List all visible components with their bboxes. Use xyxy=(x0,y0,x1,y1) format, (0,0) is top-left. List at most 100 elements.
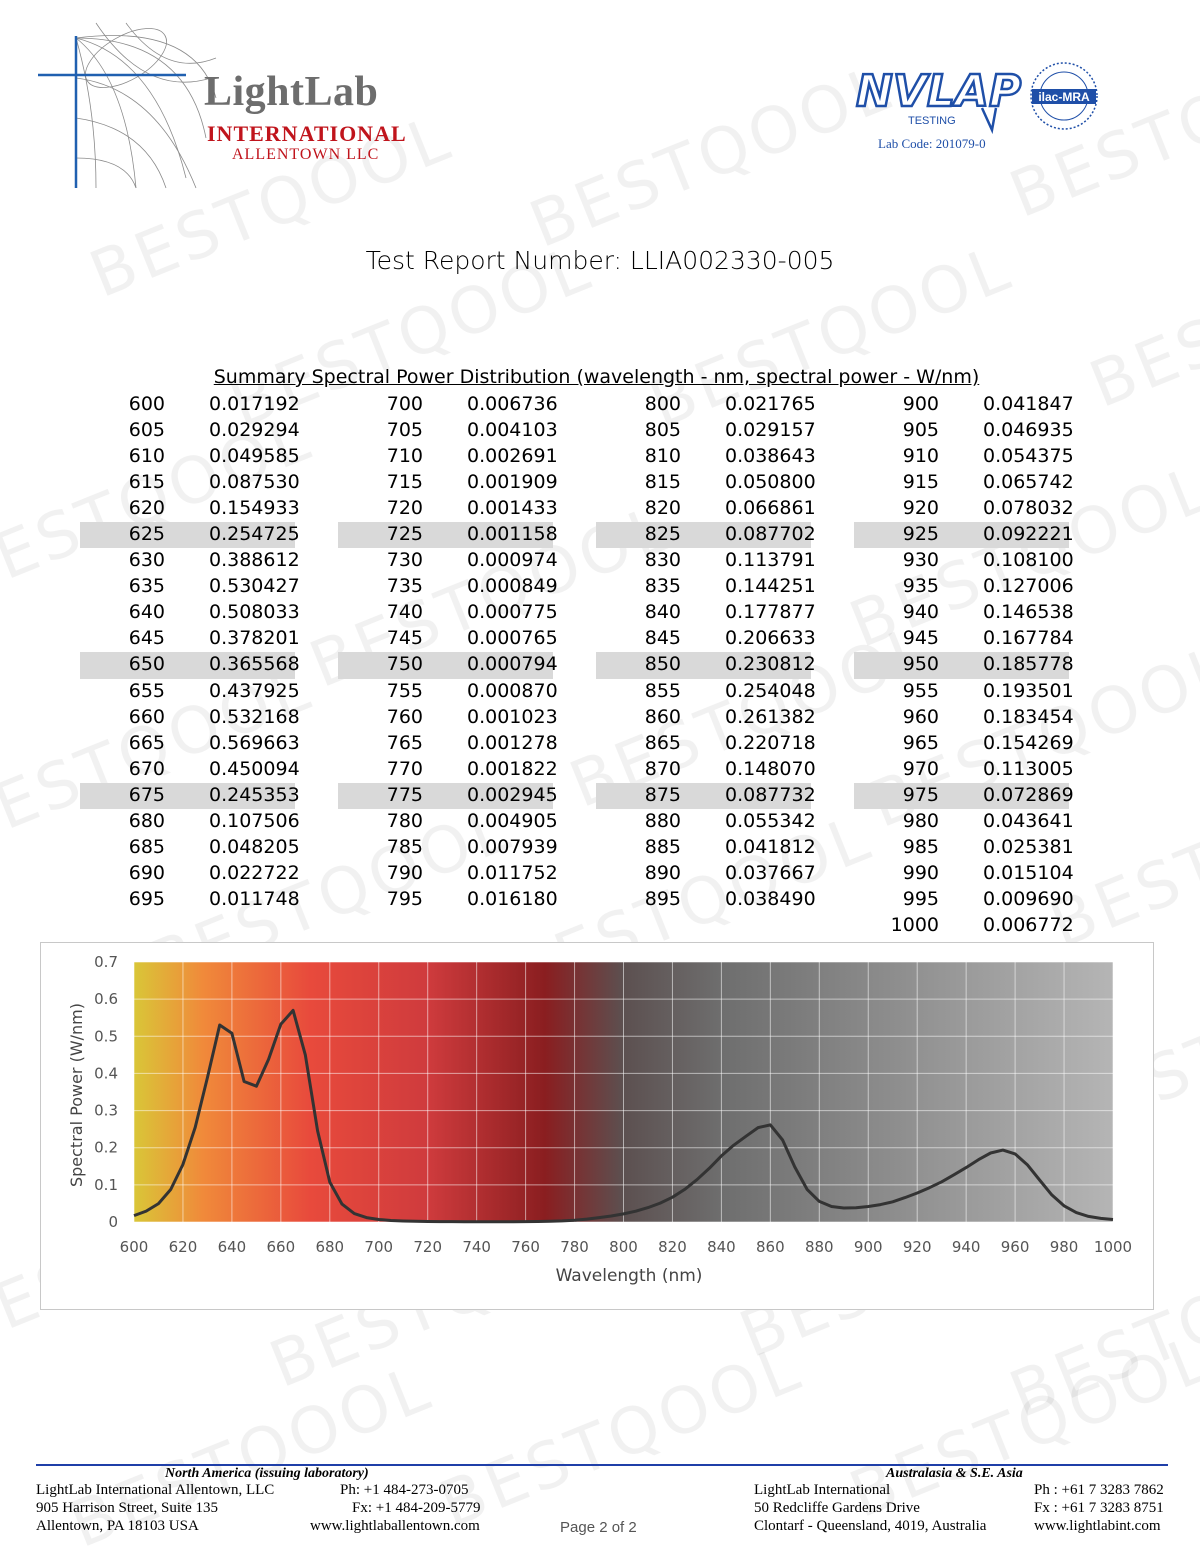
wavelength-cell: 845 xyxy=(644,627,681,650)
x-tick-label: 840 xyxy=(707,1238,736,1256)
spectral-power-cell: 0.000870 xyxy=(467,679,558,702)
table-row: 760 0.001023 xyxy=(338,705,558,731)
table-row: 960 0.183454 xyxy=(854,705,1074,731)
spd-table-column: 600 0.017192 605 0.029294 610 0.049585 615 0.08… xyxy=(80,392,300,913)
wavelength-cell: 915 xyxy=(902,471,939,494)
table-row: 755 0.000870 xyxy=(338,679,558,705)
spectral-power-cell: 0.038490 xyxy=(725,887,816,910)
spectral-power-cell: 0.177877 xyxy=(725,601,816,624)
spectral-power-cell: 0.127006 xyxy=(983,575,1074,598)
spectral-power-cell: 0.508033 xyxy=(209,601,300,624)
table-row: 680 0.107506 xyxy=(80,809,300,835)
table-row: 955 0.193501 xyxy=(854,679,1074,705)
x-axis-label: Wavelength (nm) xyxy=(556,1266,703,1286)
wavelength-cell: 635 xyxy=(128,575,165,598)
wavelength-cell: 975 xyxy=(902,783,939,806)
table-row: 735 0.000849 xyxy=(338,574,558,600)
x-tick-label: 860 xyxy=(756,1238,785,1256)
table-row: 610 0.049585 xyxy=(80,444,300,470)
spectral-power-cell: 0.185778 xyxy=(983,653,1074,676)
footer-au-phone: Ph : +61 7 3283 7862 xyxy=(1034,1482,1164,1498)
x-tick-label: 900 xyxy=(854,1238,883,1256)
spectral-power-series-line xyxy=(133,1008,1114,1224)
x-tick-label: 600 xyxy=(120,1238,149,1256)
table-row: 770 0.001822 xyxy=(338,757,558,783)
wavelength-cell: 795 xyxy=(386,887,423,910)
spectral-power-cell: 0.004905 xyxy=(467,809,558,832)
wavelength-cell: 690 xyxy=(128,861,165,884)
spd-table-column: 800 0.021765 805 0.029157 810 0.038643 815 0.05… xyxy=(596,392,816,913)
x-tick-label: 640 xyxy=(218,1238,247,1256)
wavelength-cell: 755 xyxy=(386,679,423,702)
lightlab-logo-icon xyxy=(38,22,217,189)
footer-na-fax: Fx: +1 484-209-5779 xyxy=(352,1500,481,1516)
table-row: 975 0.072869 xyxy=(854,782,1074,809)
wavelength-cell: 630 xyxy=(128,549,165,572)
y-tick-label: 0.6 xyxy=(94,990,118,1008)
wavelength-cell: 1000 xyxy=(890,913,939,936)
table-row: 740 0.000775 xyxy=(338,600,558,626)
table-row: 965 0.154269 xyxy=(854,731,1074,757)
wavelength-cell: 955 xyxy=(902,679,939,702)
x-tick-label: 740 xyxy=(462,1238,491,1256)
table-row: 970 0.113005 xyxy=(854,757,1074,783)
footer-na-website[interactable]: www.lightlaballentown.com xyxy=(310,1518,480,1534)
spectral-power-cell: 0.006772 xyxy=(983,913,1074,936)
spectral-power-cell: 0.009690 xyxy=(983,887,1074,910)
wavelength-cell: 940 xyxy=(902,601,939,624)
spectral-power-cell: 0.004103 xyxy=(467,419,558,442)
spectral-power-cell: 0.011752 xyxy=(467,861,558,884)
table-row: 640 0.508033 xyxy=(80,600,300,626)
wavelength-cell: 775 xyxy=(386,783,423,806)
wavelength-cell: 950 xyxy=(902,653,939,676)
y-tick-label: 0.5 xyxy=(94,1027,118,1045)
table-row: 645 0.378201 xyxy=(80,626,300,652)
table-row: 820 0.066861 xyxy=(596,496,816,522)
wavelength-cell: 715 xyxy=(386,471,423,494)
spectral-power-cell: 0.000765 xyxy=(467,627,558,650)
table-row: 600 0.017192 xyxy=(80,392,300,418)
spectral-power-cell: 0.220718 xyxy=(725,731,816,754)
spectral-power-cell: 0.029157 xyxy=(725,419,816,442)
table-row: 890 0.037667 xyxy=(596,861,816,887)
wavelength-cell: 610 xyxy=(128,445,165,468)
x-tick-label: 660 xyxy=(267,1238,296,1256)
spectral-power-cell: 0.193501 xyxy=(983,679,1074,702)
footer-rule xyxy=(36,1464,1168,1466)
table-row: 815 0.050800 xyxy=(596,470,816,496)
nvlap-ilac-logo-icon: NVLAP TESTING ilac-MRA xyxy=(855,62,1098,135)
table-row: 665 0.569663 xyxy=(80,731,300,757)
table-row: 690 0.022722 xyxy=(80,861,300,887)
wavelength-cell: 935 xyxy=(902,575,939,598)
wavelength-cell: 960 xyxy=(902,705,939,728)
spectral-power-cell: 0.002691 xyxy=(467,445,558,468)
footer-au-website[interactable]: www.lightlabint.com xyxy=(1034,1518,1161,1534)
wavelength-cell: 650 xyxy=(128,653,165,676)
footer-au-heading: Australasia & S.E. Asia xyxy=(886,1466,1023,1481)
wavelength-cell: 760 xyxy=(386,705,423,728)
wavelength-cell: 900 xyxy=(902,393,939,415)
spectral-power-cell: 0.000775 xyxy=(467,601,558,624)
spectral-power-cell: 0.017192 xyxy=(209,393,300,415)
wavelength-cell: 685 xyxy=(128,835,165,858)
wavelength-cell: 825 xyxy=(644,523,681,546)
table-row: 605 0.029294 xyxy=(80,418,300,444)
table-row: 670 0.450094 xyxy=(80,757,300,783)
table-row: 885 0.041812 xyxy=(596,835,816,861)
wavelength-cell: 745 xyxy=(386,627,423,650)
table-row: 790 0.011752 xyxy=(338,861,558,887)
spectral-power-cell: 0.230812 xyxy=(725,653,816,676)
wavelength-cell: 620 xyxy=(128,497,165,520)
y-tick-label: 0.3 xyxy=(94,1102,118,1120)
wavelength-cell: 815 xyxy=(644,471,681,494)
x-tick-label: 760 xyxy=(511,1238,540,1256)
spectral-power-cell: 0.050800 xyxy=(725,471,816,494)
x-tick-label: 1000 xyxy=(1094,1238,1132,1256)
footer-au-line1: LightLab International xyxy=(754,1482,891,1498)
spectral-power-cell: 0.046935 xyxy=(983,419,1074,442)
table-row: 705 0.004103 xyxy=(338,418,558,444)
table-row: 875 0.087732 xyxy=(596,782,816,809)
table-row: 940 0.146538 xyxy=(854,600,1074,626)
x-tick-label: 940 xyxy=(952,1238,981,1256)
spectral-power-cell: 0.092221 xyxy=(983,523,1074,546)
